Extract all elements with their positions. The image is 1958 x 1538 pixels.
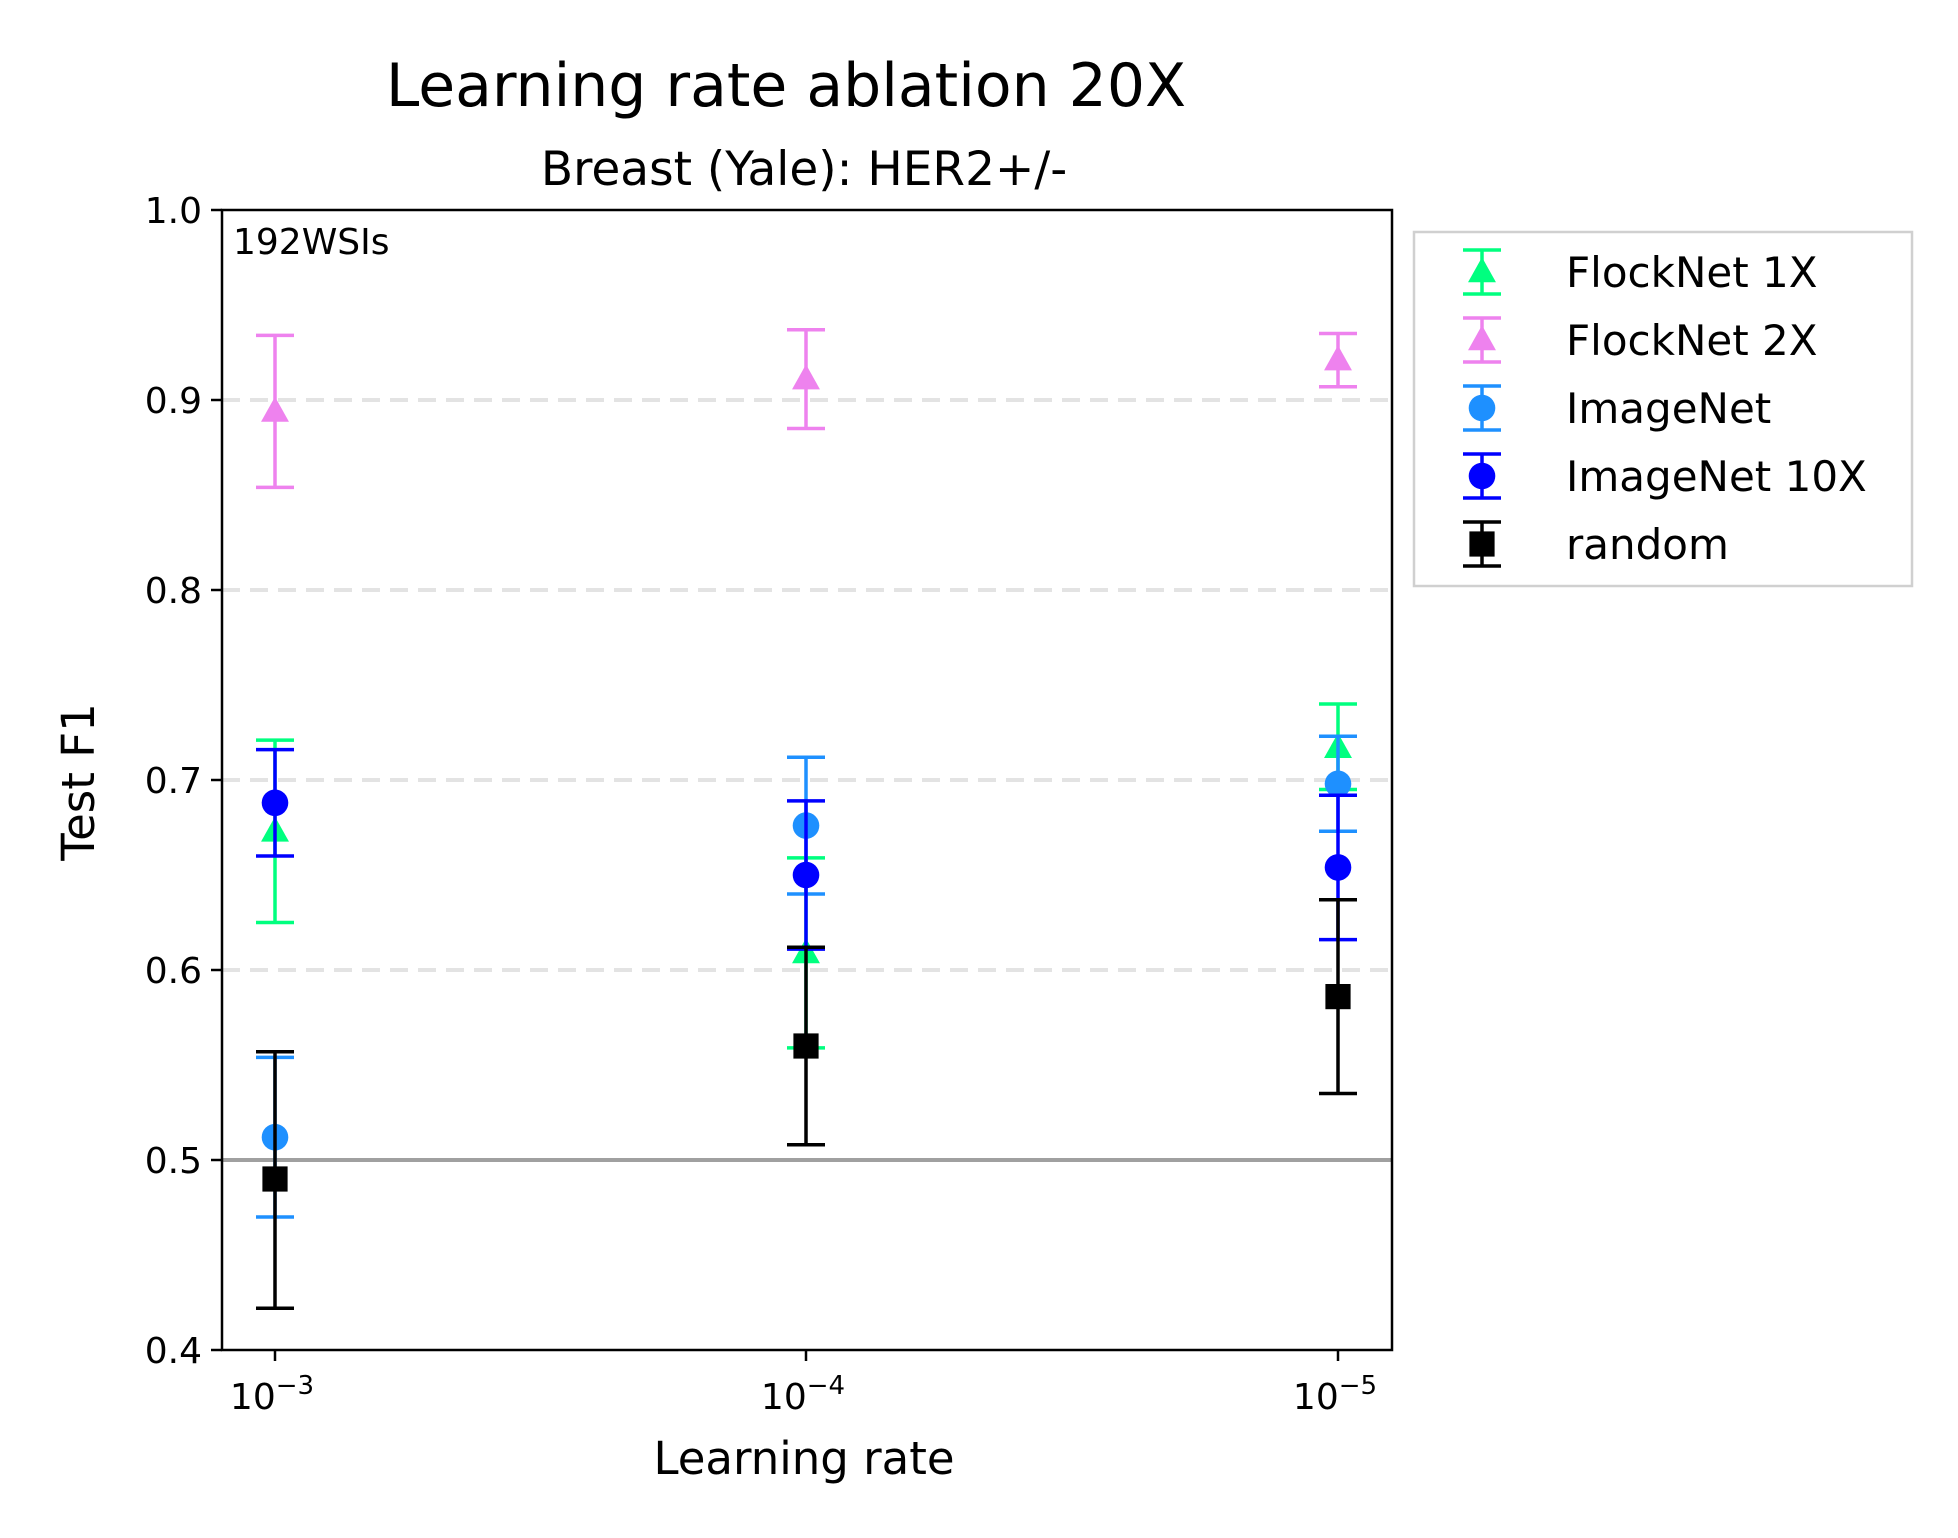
- legend-label: FlockNet 2X: [1566, 316, 1818, 365]
- legend-label: random: [1566, 520, 1729, 569]
- legend-marker: [1468, 462, 1496, 490]
- data-point: [792, 364, 820, 390]
- legend-marker: [1468, 394, 1496, 422]
- chart-subtitle: Breast (Yale): HER2+/-: [541, 142, 1067, 197]
- data-point: [792, 861, 820, 889]
- data-point: [1325, 984, 1351, 1010]
- data-point: [793, 1033, 819, 1059]
- legend-entry: random: [1463, 520, 1729, 569]
- y-tick-label: 0.8: [145, 571, 202, 612]
- legend-entry: ImageNet 10X: [1463, 452, 1867, 501]
- chart-title: Learning rate ablation 20X: [386, 51, 1186, 121]
- legend-marker: [1468, 257, 1496, 283]
- y-tick-label: 0.9: [145, 381, 202, 422]
- x-tick-label: 10−5: [1293, 1371, 1377, 1418]
- y-tick-label: 0.4: [145, 1331, 202, 1372]
- x-axis-label: Learning rate: [653, 1432, 954, 1485]
- y-axis: 0.4 0.5 0.6 0.7 0.8 0.9 1.0: [145, 191, 222, 1372]
- x-tick-label: 10−3: [230, 1371, 314, 1418]
- legend-label: FlockNet 1X: [1566, 248, 1818, 297]
- data-point: [261, 789, 289, 817]
- legend: FlockNet 1X FlockNet 2X ImageNet ImageNet 1…: [1412, 230, 1914, 588]
- legend-marker: [1468, 325, 1496, 351]
- y-axis-label: Test F1: [52, 703, 105, 861]
- y-tick-label: 0.5: [145, 1141, 202, 1182]
- y-tick-label: 0.7: [145, 761, 202, 802]
- legend-entry: FlockNet 1X: [1463, 248, 1818, 297]
- data-point: [1324, 345, 1352, 371]
- data-point: [262, 1166, 288, 1192]
- x-axis: 10−3 10−4 10−5: [230, 1350, 1377, 1418]
- data-point: [1324, 770, 1352, 798]
- series-random: [256, 897, 1357, 1310]
- sample-count-annotation: 192WSIs: [233, 222, 390, 263]
- plot-series: [256, 327, 1357, 1310]
- x-tick-label: 10−4: [761, 1371, 845, 1418]
- series-imagenet-10x: [256, 747, 1357, 951]
- legend-entry: ImageNet: [1463, 384, 1771, 433]
- data-point: [261, 396, 289, 422]
- legend-box: [1412, 230, 1914, 588]
- y-tick-label: 1.0: [145, 191, 202, 232]
- data-point: [1324, 854, 1352, 881]
- legend-entry: FlockNet 2X: [1463, 316, 1818, 365]
- legend-marker: [1469, 531, 1495, 557]
- series-flocknet-2x: [256, 327, 1357, 490]
- y-tick-label: 0.6: [145, 951, 202, 992]
- legend-label: ImageNet 10X: [1566, 452, 1867, 501]
- legend-label: ImageNet: [1566, 384, 1771, 433]
